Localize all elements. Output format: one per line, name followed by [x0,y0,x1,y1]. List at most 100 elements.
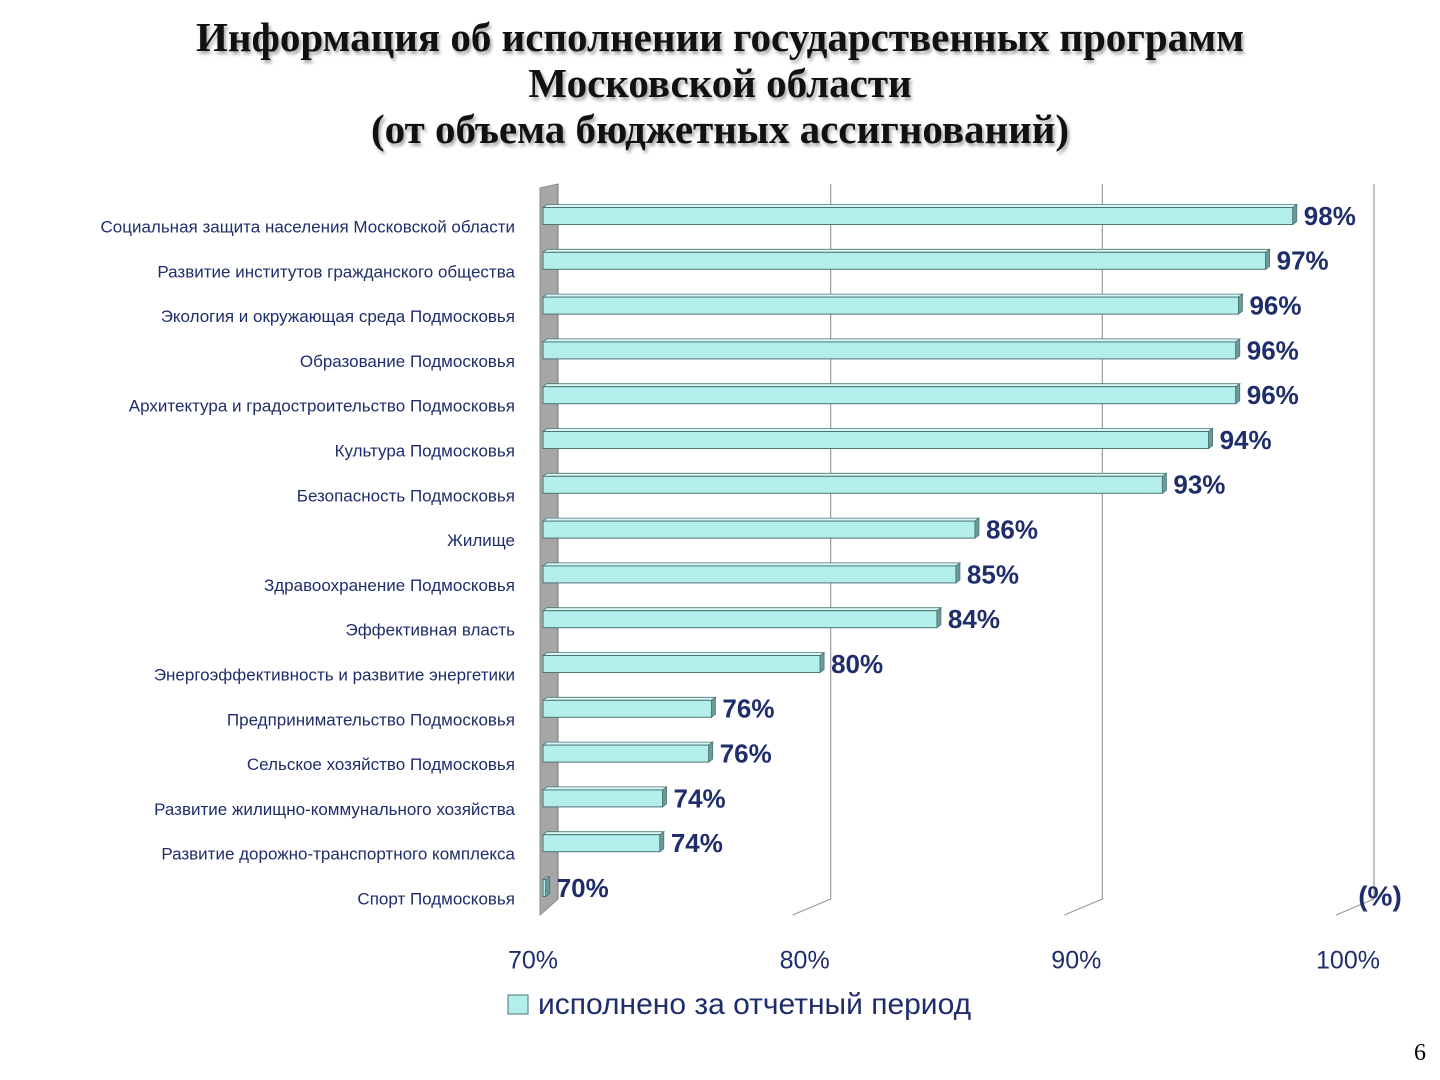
bar [542,789,664,808]
bar [542,251,1267,270]
data-label: 96% [1247,335,1299,365]
slide-title-line-3: (от объема бюджетных ассигнований) [370,106,1070,152]
chart-legend: исполнено за отчетный период [507,988,971,1021]
bar-group [541,338,1241,360]
data-label: 76% [720,738,772,768]
slide-title-line-2: Московской области [528,60,912,106]
bar [542,207,1294,225]
gridline-floor-80 [792,898,831,916]
category-label: Сельское хозяйство Подмосковья [247,755,515,774]
data-label: 98% [1304,201,1356,231]
category-label: Жилище [447,531,515,550]
page-number: 6 [1414,1040,1426,1066]
bar-side-face [711,696,716,719]
data-label: 76% [722,694,774,724]
bar [542,565,957,584]
bar [542,475,1163,494]
bar-group [541,875,551,898]
legend-label: исполнено за отчетный период [538,988,971,1021]
data-label: 93% [1173,470,1225,500]
category-label: Экология и окружающая среда Подмосковья [161,307,515,326]
x-tick-label: 80% [780,947,830,975]
data-label: 80% [831,649,883,679]
bar-group [541,472,1168,495]
bar [542,655,821,673]
bar-group [541,203,1299,226]
bar-side-face [1235,382,1241,405]
chart-x-axis: 70% 80% 90% 100% (%) [508,880,1402,974]
data-label: 96% [1249,290,1301,320]
bar-group [541,562,962,584]
bar-side-face [545,875,551,898]
bar-side-face [1265,248,1271,271]
bar-side-face [1162,472,1167,495]
bar [542,341,1237,360]
category-label: Предпринимательство Подмосковья [227,710,515,729]
bar-side-face [1238,293,1243,315]
category-label: Архитектура и градостроительство Подмоск… [129,397,515,416]
legend-swatch [507,994,529,1015]
bar-group [541,293,1244,315]
data-label: 70% [557,873,609,903]
bar [542,386,1237,405]
bar-group [541,696,717,719]
bar-side-face [819,651,825,674]
data-label: 85% [967,559,1019,589]
bar [542,431,1210,449]
category-label: Эффективная власть [345,621,515,640]
x-tick-label: 90% [1051,947,1101,975]
category-label: Образование Подмосковья [300,352,515,371]
bar [542,744,710,763]
category-label: Энергоэффективность и развитие энергетик… [154,665,515,684]
data-label: 96% [1247,380,1299,410]
data-label: 94% [1220,425,1272,455]
gridline-floor-90 [1064,898,1103,916]
bar-side-face [662,786,667,808]
bar-group [541,382,1241,405]
data-label: 97% [1277,246,1329,276]
bar [542,520,976,539]
x-tick-label: 70% [508,947,558,975]
bar-side-face [936,606,942,629]
category-label: Здравоохранение Подмосковья [264,576,515,595]
bar [542,296,1239,315]
category-label: Социальная защита населения Московской о… [100,217,515,236]
data-label: 86% [986,514,1038,544]
data-label: 84% [948,604,1000,634]
category-label: Развитие дорожно-транспортного комплекса [161,845,515,864]
bar-side-face [974,517,980,539]
bar-side-face [708,741,714,763]
bar [542,610,938,629]
bar [542,834,661,853]
gridline-floor-100 [1335,898,1375,916]
bar-group [541,786,668,808]
bar-group [541,830,666,853]
bar-side-face [1292,203,1298,226]
bar-side-face [1208,427,1213,450]
data-label: 74% [671,828,723,858]
bar-group [541,651,826,674]
x-tick-label: 100% [1316,947,1380,975]
bar [542,879,547,897]
bar-group [541,606,943,629]
category-label: Спорт Подмосковья [357,889,515,908]
chart-bars [541,203,1299,898]
bar-side-face [1235,338,1241,360]
bar [542,699,712,718]
chart-data-labels: 98% 97% 96% 96% 96% 94% 93% 86% 85% 84% 80% 76% 76% 7… [557,201,1356,903]
chart-category-labels: Социальная защита населения Московской о… [100,217,515,908]
slide-title-line-1: Информация об исполнении государственных… [195,14,1245,60]
category-label: Развитие институтов гражданского обществ… [157,262,515,281]
category-label: Безопасность Подмосковья [297,486,515,505]
data-label: 74% [674,783,726,813]
category-label: Развитие жилищно-коммунального хозяйства [154,800,515,819]
bar-side-face [955,562,961,584]
axis-unit-label: (%) [1358,880,1402,911]
bar-group [541,517,981,539]
category-label: Культура Подмосковья [335,441,515,460]
bar-group [541,741,714,763]
bar-group [541,427,1214,450]
slide-title: Информация об исполнении государственных… [0,14,1440,152]
bar-group [541,248,1271,271]
